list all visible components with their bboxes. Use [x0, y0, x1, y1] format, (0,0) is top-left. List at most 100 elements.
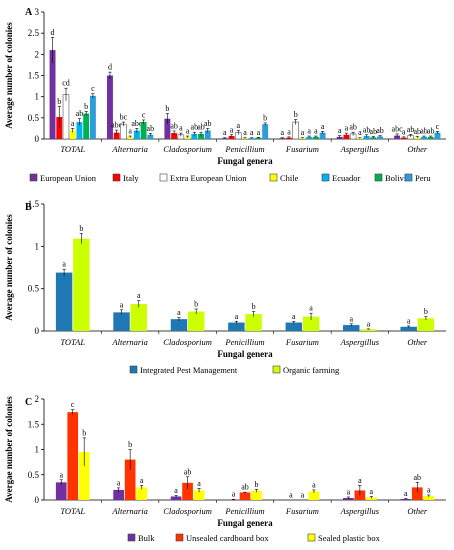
legend: Bulk Unsealed cardboard box Sealed plastic… [127, 533, 381, 543]
legend-entry: Bolivia [385, 173, 410, 183]
bar [187, 311, 205, 331]
legend-entry: Sealed plastic box [318, 533, 381, 543]
significance-letter: a [407, 316, 411, 325]
legend-swatch [112, 173, 121, 182]
significance-letter: a [128, 127, 132, 136]
significance-letter: ab [184, 467, 192, 476]
bar [421, 136, 427, 139]
chart-panel-b: B 0 0.5 1 1.5 Average number of colonies TOTAL… [4, 199, 446, 375]
significance-letter: ab [170, 121, 178, 130]
x-axis-label: Fungal genera [217, 349, 273, 359]
y-axis-label: Avergae number of colonies [4, 396, 14, 503]
significance-letter: a [358, 476, 362, 485]
significance-letter: a [250, 128, 254, 137]
bar [343, 134, 350, 139]
significance-letter: c [142, 110, 146, 119]
bar [363, 136, 370, 139]
legend-swatch [374, 173, 383, 182]
bar [67, 412, 79, 500]
bar [228, 136, 235, 139]
y-axis-label: Average number of colonies [4, 22, 14, 129]
significance-letter: a [338, 126, 342, 135]
legend: Integrated Pest Management Organic farmin… [129, 365, 340, 375]
bar [245, 314, 262, 331]
bar [400, 326, 417, 331]
bar [411, 487, 423, 500]
bar [193, 490, 205, 500]
bar [76, 122, 83, 139]
significance-letter: ab [147, 124, 155, 133]
significance-letter: d [108, 63, 112, 72]
panel-label: B [25, 202, 32, 213]
significance-letter: a [232, 490, 236, 499]
category-label: Aspergillus [340, 337, 380, 347]
legend-swatch [404, 173, 413, 182]
x-axis-label: Fungal genera [217, 156, 273, 166]
legend-swatch [159, 173, 168, 182]
legend-entry: Bulk [138, 533, 155, 543]
bar [147, 134, 154, 139]
significance-letter: b [128, 440, 132, 449]
legend-swatch [272, 365, 281, 374]
significance-letter: a [179, 124, 183, 133]
significance-letter: a [243, 128, 247, 137]
chart-panel-c: C 0 0.5 1 1.5 2 Avergae number of colonies TOTA… [4, 394, 446, 543]
bar [170, 496, 182, 500]
significance-letter: ab [414, 127, 422, 136]
significance-letter: a [349, 314, 353, 323]
significance-letter: ab [370, 127, 378, 136]
significance-letter: abc [111, 121, 123, 130]
category-label: Alternaria [111, 506, 147, 516]
legend-swatch [29, 173, 38, 182]
category-label: Fusarium [285, 506, 319, 516]
significance-letter: ab [191, 123, 199, 132]
significance-letter: a [309, 304, 313, 313]
bar [262, 124, 269, 139]
bar [133, 130, 140, 139]
category-label: Cladosporium [163, 506, 212, 516]
category-label: Aspergillus [340, 506, 380, 516]
category-label: Alternaria [111, 337, 147, 347]
bar [78, 452, 90, 500]
panel-label: A [25, 7, 33, 18]
legend-swatch [307, 533, 316, 542]
category-label: Penicillium [224, 144, 264, 154]
significance-letter: a [140, 476, 144, 485]
bar [228, 322, 245, 331]
legend-entry: Peru [415, 173, 431, 183]
y-tick-label: 1.5 [28, 199, 40, 209]
significance-letter: a [137, 291, 141, 300]
category-label: Fusarium [285, 337, 319, 347]
legend-entry: Unsealed cardboard box [186, 533, 269, 543]
significance-letter: ab [363, 125, 371, 134]
legend-swatch [129, 365, 138, 374]
bar [306, 136, 313, 139]
category-label: TOTAL [60, 506, 85, 516]
bar [312, 136, 319, 139]
bar [319, 132, 326, 139]
bar [423, 495, 435, 500]
legend-entry: Organic farming [283, 365, 340, 375]
bar [69, 130, 76, 139]
category-label: Aspergillus [340, 144, 380, 154]
significance-letter: a [230, 125, 234, 134]
significance-letter: ab [407, 125, 415, 134]
bar [140, 122, 147, 139]
category-label: Fusarium [285, 144, 319, 154]
category-label: Cladosporium [163, 144, 212, 154]
y-tick-label: 1.5 [28, 71, 40, 81]
significance-letter: a [314, 127, 318, 136]
bar [302, 316, 320, 331]
bar [184, 136, 191, 139]
bar [343, 325, 360, 331]
bar [366, 497, 377, 500]
bar [62, 94, 70, 140]
bar [417, 318, 435, 331]
significance-letter: b [82, 428, 86, 437]
significance-letter: a [367, 319, 371, 328]
bar [170, 319, 188, 331]
significance-letter: a [370, 487, 374, 496]
significance-letter: b [252, 302, 256, 311]
y-tick-label: 0.5 [28, 284, 40, 294]
bar [120, 123, 127, 140]
